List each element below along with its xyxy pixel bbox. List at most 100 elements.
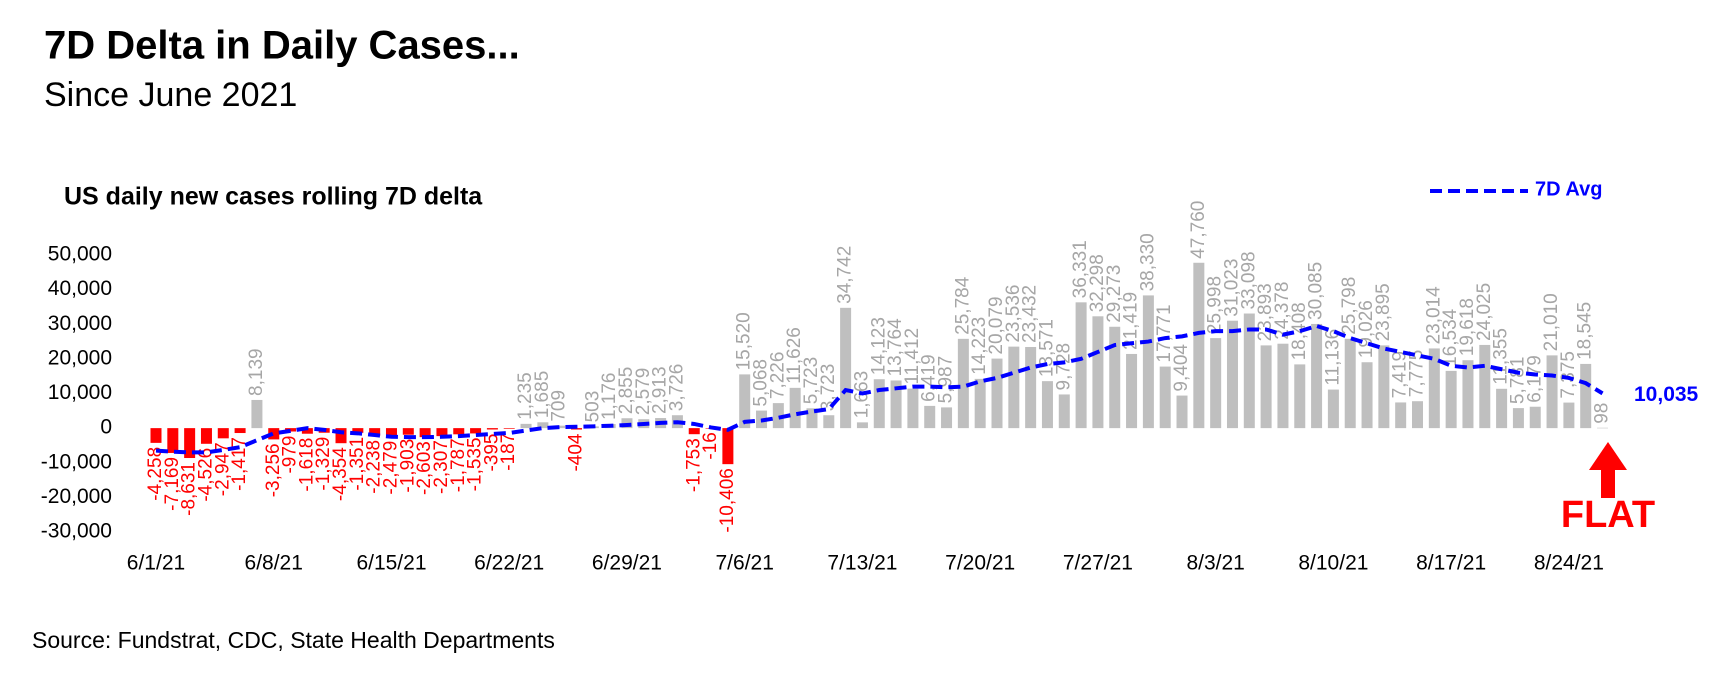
- arrow-head: [1589, 442, 1627, 470]
- data-label: 7,226: [767, 352, 788, 400]
- data-label: 11,412: [902, 328, 923, 385]
- y-tick-label: 20,000: [48, 346, 112, 369]
- bar: [571, 428, 582, 430]
- data-label: -395: [481, 433, 502, 471]
- data-label: 5,781: [1507, 357, 1528, 405]
- bar: [924, 405, 936, 429]
- bar: [890, 380, 902, 429]
- bar: [436, 428, 448, 437]
- data-label: -8,631: [179, 462, 200, 516]
- x-tick-label: 7/13/21: [827, 552, 897, 575]
- bar: [234, 428, 246, 434]
- data-label: -1,618: [296, 438, 317, 492]
- data-label: 16,534: [1440, 308, 1461, 367]
- data-label: 32,298: [1087, 254, 1108, 312]
- data-label: 11,136: [1322, 329, 1343, 386]
- bar: [251, 399, 263, 429]
- bar: [1226, 320, 1238, 429]
- data-label: 24,025: [1474, 283, 1495, 341]
- bar: [772, 403, 784, 429]
- data-label: -1,903: [397, 439, 418, 493]
- bar: [957, 338, 969, 429]
- data-label: 98: [1592, 403, 1613, 424]
- bar: [200, 428, 212, 444]
- data-label: -4,526: [195, 448, 216, 502]
- page-title: 7D Delta in Daily Cases...: [44, 24, 520, 68]
- bar: [1311, 323, 1323, 429]
- x-tick-label: 8/3/21: [1186, 552, 1244, 575]
- data-label: 24,378: [1272, 282, 1293, 340]
- bar: [789, 387, 801, 429]
- bar: [503, 428, 515, 429]
- bar: [1126, 353, 1138, 429]
- bar: [1193, 262, 1205, 429]
- data-label: 7,775: [1407, 350, 1428, 398]
- bar: [1025, 346, 1037, 429]
- data-label: 11,355: [1491, 328, 1512, 385]
- x-tick-label: 8/10/21: [1298, 552, 1368, 575]
- arrow-shaft: [1601, 468, 1615, 498]
- data-label: -2,479: [380, 441, 401, 495]
- bar: [840, 307, 852, 429]
- bar: [688, 428, 700, 435]
- data-label: -2,307: [431, 440, 452, 494]
- bar: [1142, 295, 1154, 429]
- bar: [301, 428, 313, 434]
- x-tick-label: 6/15/21: [356, 552, 426, 575]
- data-label: -1,329: [313, 437, 334, 491]
- data-label: 36,331: [1070, 240, 1091, 298]
- data-label: 6,179: [1524, 355, 1545, 403]
- bar: [1546, 355, 1558, 429]
- bar: [823, 415, 835, 429]
- data-label: 14,223: [969, 317, 990, 375]
- bar: [1243, 313, 1255, 429]
- bar: [873, 379, 885, 429]
- bar: [1058, 394, 1070, 429]
- data-label: 29,273: [1104, 265, 1125, 323]
- y-tick-label: 0: [100, 416, 112, 439]
- data-label: 13,571: [1036, 319, 1057, 377]
- data-label: 18,408: [1289, 302, 1310, 360]
- bar: [1378, 345, 1390, 429]
- bar: [1092, 316, 1104, 429]
- y-tick-label: 30,000: [48, 312, 112, 335]
- data-label: 23,893: [1255, 283, 1276, 341]
- data-label: 8,139: [246, 348, 267, 396]
- data-label: -7,169: [162, 457, 183, 511]
- y-tick-label: -10,000: [41, 450, 112, 473]
- bar: [1496, 388, 1508, 429]
- bar: [1428, 348, 1440, 429]
- x-tick-label: 6/29/21: [592, 552, 662, 575]
- data-label: 20,079: [986, 296, 1007, 354]
- annotation: FLAT: [1561, 494, 1655, 536]
- data-label: -4,354: [330, 447, 351, 501]
- bar: [1344, 338, 1356, 429]
- data-label: -3,256: [263, 443, 284, 497]
- bar: [1075, 302, 1087, 429]
- bar: [722, 428, 734, 465]
- bar: [520, 423, 532, 429]
- bar: [369, 428, 381, 436]
- data-label: -1,535: [465, 437, 486, 491]
- data-label: -16: [700, 432, 721, 459]
- data-label: 25,784: [952, 276, 973, 335]
- data-label: 2,855: [616, 367, 637, 415]
- bar: [1277, 343, 1289, 429]
- data-label: -404: [566, 433, 587, 471]
- data-label: -2,947: [212, 442, 233, 496]
- x-tick-label: 6/8/21: [245, 552, 303, 575]
- bar: [1008, 346, 1020, 429]
- bar: [1327, 389, 1339, 429]
- data-label: 17,771: [1154, 304, 1175, 362]
- bar: [1479, 344, 1491, 429]
- data-label: 1,685: [532, 371, 553, 419]
- bar: [856, 422, 868, 429]
- data-label: 25,998: [1205, 276, 1226, 334]
- bar: [1260, 345, 1272, 429]
- bar: [1512, 408, 1524, 429]
- bar: [1294, 364, 1306, 429]
- data-label: 5,987: [936, 356, 957, 404]
- data-label: 30,085: [1306, 262, 1327, 320]
- data-label: 5,068: [751, 359, 772, 407]
- data-label: 14,123: [868, 317, 889, 375]
